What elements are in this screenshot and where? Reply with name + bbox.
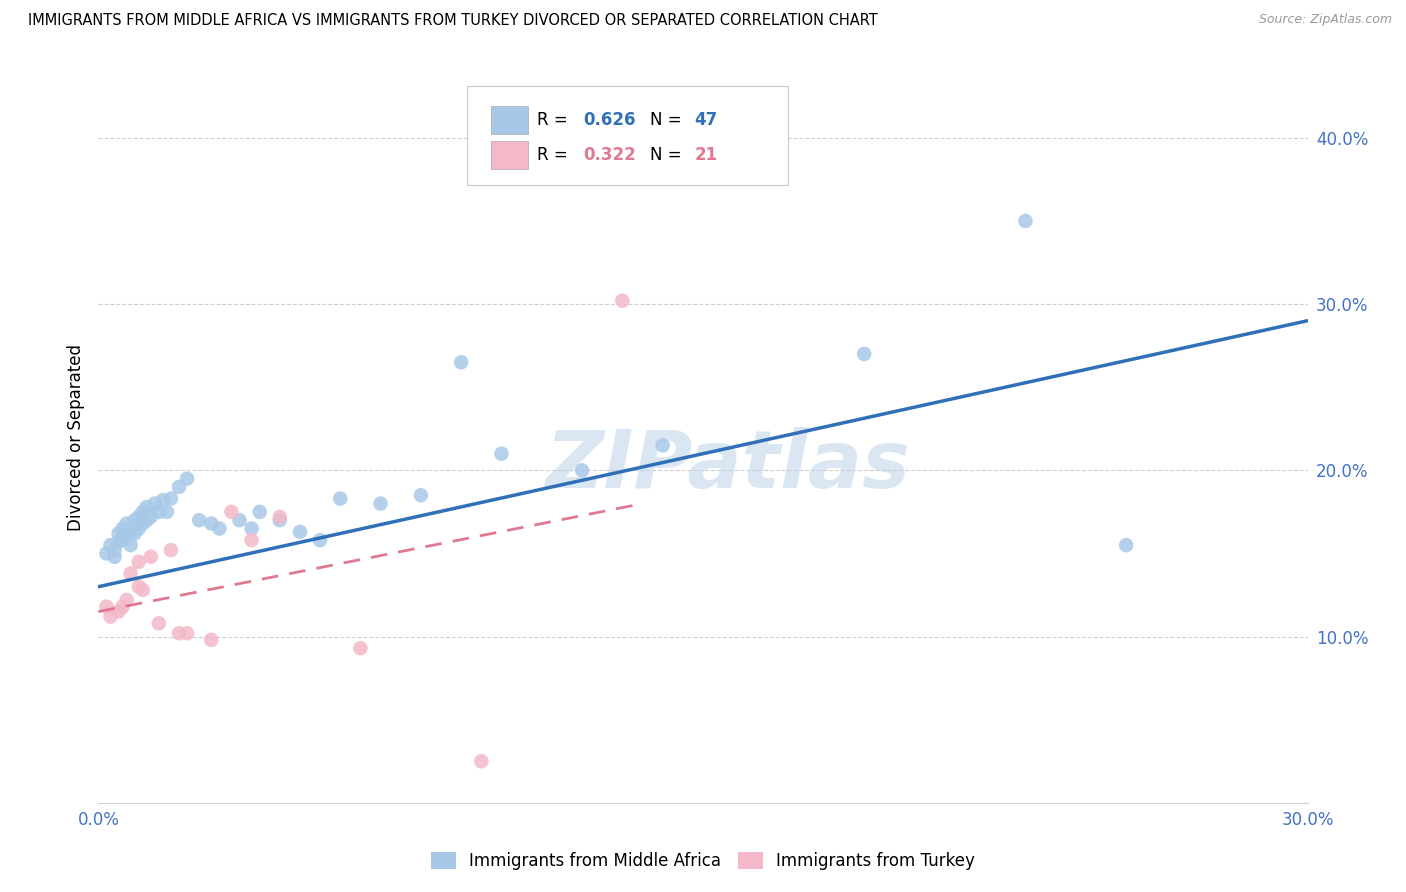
Point xyxy=(370,497,392,511)
Point xyxy=(128,521,150,535)
Point xyxy=(571,463,593,477)
Point xyxy=(139,549,162,564)
Point xyxy=(853,347,876,361)
Point xyxy=(167,626,190,640)
Point xyxy=(1115,538,1137,552)
Point xyxy=(132,582,155,597)
Point xyxy=(115,516,138,531)
Point xyxy=(188,513,211,527)
Point xyxy=(491,447,513,461)
Point xyxy=(160,543,183,558)
Point xyxy=(111,521,134,535)
Point xyxy=(100,538,122,552)
Point xyxy=(96,599,118,614)
Point xyxy=(120,538,142,552)
Point xyxy=(152,493,174,508)
Text: Source: ZipAtlas.com: Source: ZipAtlas.com xyxy=(1258,13,1392,27)
Legend: Immigrants from Middle Africa, Immigrants from Turkey: Immigrants from Middle Africa, Immigrant… xyxy=(423,844,983,879)
Point xyxy=(107,534,129,549)
Point xyxy=(124,513,146,527)
Point xyxy=(139,509,162,524)
Point xyxy=(115,530,138,544)
Point xyxy=(107,605,129,619)
Point xyxy=(124,526,146,541)
Point xyxy=(176,472,198,486)
Point xyxy=(143,497,166,511)
Point xyxy=(120,566,142,581)
Point xyxy=(128,555,150,569)
Text: 47: 47 xyxy=(695,111,718,128)
Point xyxy=(228,513,250,527)
Point xyxy=(135,513,157,527)
Point xyxy=(96,546,118,560)
Text: 21: 21 xyxy=(695,145,717,164)
Point xyxy=(128,509,150,524)
Point xyxy=(100,609,122,624)
Text: R =: R = xyxy=(537,111,574,128)
Point xyxy=(309,533,332,548)
Point xyxy=(612,293,634,308)
Point xyxy=(167,480,190,494)
Point xyxy=(200,632,222,647)
Point xyxy=(148,616,170,631)
Point xyxy=(156,505,179,519)
Text: N =: N = xyxy=(650,145,686,164)
Point xyxy=(269,513,291,527)
Text: R =: R = xyxy=(537,145,574,164)
Point xyxy=(135,500,157,514)
Point xyxy=(115,593,138,607)
Point xyxy=(269,509,291,524)
Point xyxy=(240,521,263,535)
Point xyxy=(208,521,231,535)
Text: ZIPatlas: ZIPatlas xyxy=(544,427,910,506)
Point xyxy=(128,580,150,594)
FancyBboxPatch shape xyxy=(467,86,787,185)
Point xyxy=(221,505,243,519)
Point xyxy=(329,491,352,506)
Point xyxy=(103,549,125,564)
Point xyxy=(111,599,134,614)
Point xyxy=(651,438,673,452)
Text: IMMIGRANTS FROM MIDDLE AFRICA VS IMMIGRANTS FROM TURKEY DIVORCED OR SEPARATED CO: IMMIGRANTS FROM MIDDLE AFRICA VS IMMIGRA… xyxy=(28,13,877,29)
Text: 0.322: 0.322 xyxy=(583,145,636,164)
Point xyxy=(409,488,432,502)
Point xyxy=(470,754,492,768)
Point xyxy=(450,355,472,369)
Y-axis label: Divorced or Separated: Divorced or Separated xyxy=(66,343,84,531)
Point xyxy=(111,533,134,548)
Point xyxy=(160,491,183,506)
Point xyxy=(176,626,198,640)
Point xyxy=(132,505,155,519)
Point xyxy=(349,641,371,656)
Point xyxy=(103,543,125,558)
Point xyxy=(200,516,222,531)
FancyBboxPatch shape xyxy=(492,106,527,134)
Point xyxy=(288,524,311,539)
Point xyxy=(120,524,142,539)
Text: N =: N = xyxy=(650,111,686,128)
FancyBboxPatch shape xyxy=(492,141,527,169)
Point xyxy=(240,533,263,548)
Text: 0.626: 0.626 xyxy=(583,111,636,128)
Point xyxy=(1014,214,1036,228)
Point xyxy=(132,516,155,531)
Point xyxy=(107,526,129,541)
Point xyxy=(249,505,271,519)
Point xyxy=(148,505,170,519)
